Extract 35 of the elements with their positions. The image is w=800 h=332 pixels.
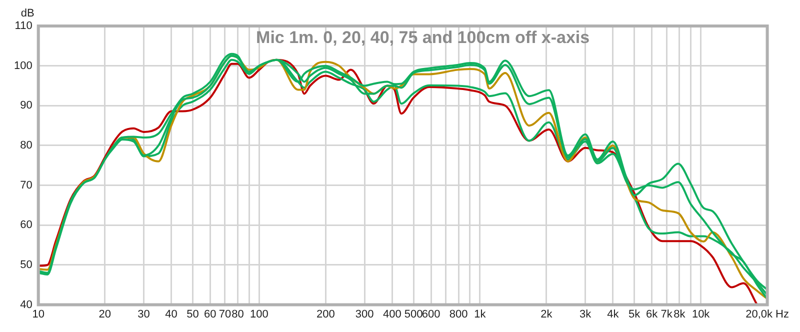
y-tick-label: 40 [20, 298, 32, 311]
y-tick-label: 70 [20, 179, 32, 192]
x-tick-label: 10 [32, 308, 44, 320]
y-tick-label: 100 [14, 60, 32, 72]
x-tick-label: 80 [232, 308, 244, 320]
y-tick-label: 60 [20, 219, 32, 232]
x-tick-label: 5k [628, 308, 641, 320]
x-tick-label: 60 [204, 308, 216, 320]
x-tick-label: 40 [165, 308, 178, 320]
y-tick-label: 50 [20, 259, 32, 272]
x-tick-label: 20,0k Hz [746, 308, 790, 320]
x-tick-label: 4k [607, 308, 620, 320]
x-tick-label: 2k [540, 308, 553, 320]
x-tick-label: 7k [660, 308, 673, 320]
x-tick-label: 30 [138, 308, 150, 320]
x-tick-label: 600 [422, 308, 440, 320]
x-tick-label: 500 [404, 308, 423, 320]
x-tick-label: 50 [186, 308, 199, 320]
x-tick-label: 200 [316, 308, 335, 320]
x-tick-label: 300 [355, 308, 374, 320]
x-tick-label: 1k [474, 308, 486, 320]
x-tick-label: 20 [98, 308, 111, 320]
chart-title: Mic 1m. 0, 20, 40, 75 and 100cm off x-axis [256, 28, 590, 48]
x-tick-label: 6k [646, 308, 658, 320]
x-tick-label: 8k [674, 308, 686, 320]
y-tick-label: 90 [20, 100, 32, 112]
y-axis-title: dB [20, 8, 34, 20]
x-tick-label: 100 [250, 308, 268, 320]
x-tick-label: 3k [580, 308, 592, 320]
y-tick-label: 80 [20, 140, 32, 152]
x-tick-label: 800 [449, 308, 468, 320]
y-tick-label: 110 [14, 20, 32, 32]
x-tick-label: 10k [692, 308, 710, 320]
x-tick-label: 400 [382, 308, 402, 320]
x-tick-label: 70 [218, 308, 232, 320]
